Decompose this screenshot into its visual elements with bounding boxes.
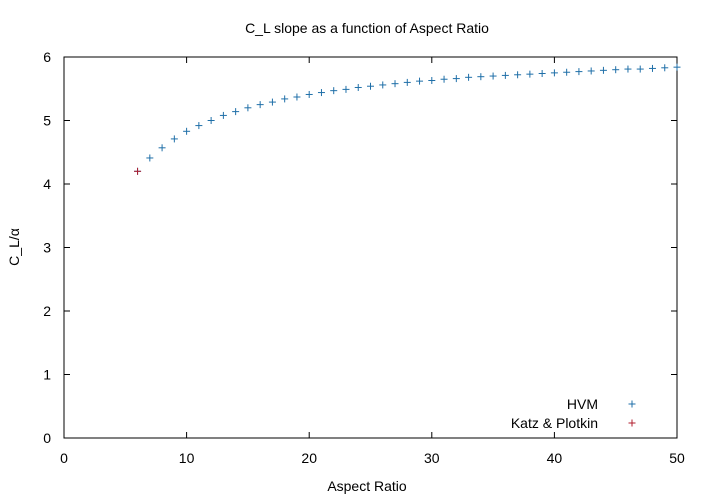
- data-point-hvm: [379, 81, 387, 89]
- data-point-hvm: [330, 87, 338, 95]
- data-point-hvm: [477, 73, 485, 81]
- x-tick-label: 20: [301, 450, 317, 466]
- data-point-hvm: [183, 127, 191, 135]
- data-point-hvm: [207, 117, 215, 124]
- data-points: [134, 63, 681, 175]
- data-point-hvm: [342, 85, 350, 93]
- legend: HVM Katz & Plotkin: [511, 396, 636, 431]
- data-point-hvm: [489, 72, 497, 80]
- data-point-hvm: [281, 95, 289, 103]
- data-point-hvm: [452, 75, 460, 83]
- data-point-hvm: [624, 65, 632, 73]
- data-point-hvm: [317, 89, 325, 97]
- data-point-hvm: [293, 93, 301, 101]
- data-point-hvm: [354, 83, 362, 91]
- plot-frame: [63, 56, 678, 439]
- data-point-hvm: [416, 77, 424, 85]
- data-point-hvm: [428, 76, 436, 84]
- y-tick-label: 1: [43, 367, 51, 383]
- data-point-hvm: [526, 70, 534, 78]
- data-point-hvm: [673, 63, 681, 71]
- data-point-hvm: [599, 66, 607, 74]
- data-point-hvm: [550, 69, 558, 77]
- data-point-katz-plotkin: [134, 167, 142, 175]
- data-point-hvm: [612, 66, 620, 74]
- axis-tick-labels: 0 10 20 30 40 50 0 1 2 3 4 5 6: [43, 49, 685, 466]
- data-point-hvm: [367, 82, 374, 90]
- data-point-hvm: [501, 71, 509, 79]
- data-point-hvm: [648, 64, 656, 72]
- x-tick-label: 50: [669, 450, 685, 466]
- data-point-hvm: [219, 111, 227, 119]
- x-axis-label: Aspect Ratio: [327, 478, 407, 494]
- y-tick-label: 2: [43, 303, 51, 319]
- axis-ticks: [63, 56, 678, 439]
- data-point-hvm: [403, 78, 411, 86]
- data-point-hvm: [170, 135, 178, 143]
- legend-label: Katz & Plotkin: [511, 415, 598, 431]
- y-axis-label: C_L/α: [6, 228, 22, 266]
- data-point-hvm: [305, 90, 313, 98]
- y-tick-label: 0: [43, 430, 51, 446]
- data-point-hvm: [158, 144, 166, 152]
- data-point-hvm: [661, 64, 669, 72]
- y-tick-label: 5: [43, 113, 51, 129]
- data-point-hvm: [268, 98, 276, 106]
- data-point-hvm: [575, 68, 583, 76]
- data-point-hvm: [563, 68, 571, 76]
- data-point-hvm: [256, 101, 264, 109]
- data-point-hvm: [244, 104, 252, 112]
- data-point-hvm: [587, 67, 595, 75]
- x-tick-label: 10: [179, 450, 195, 466]
- data-point-hvm: [195, 122, 203, 130]
- data-point-hvm: [146, 154, 154, 162]
- data-point-hvm: [514, 71, 522, 79]
- x-tick-label: 30: [424, 450, 440, 466]
- chart-title: C_L slope as a function of Aspect Ratio: [245, 20, 489, 36]
- data-point-hvm: [391, 80, 399, 88]
- legend-label: HVM: [567, 396, 598, 412]
- y-tick-label: 6: [43, 49, 51, 65]
- data-point-hvm: [232, 108, 240, 116]
- data-point-hvm: [465, 73, 473, 81]
- y-tick-label: 4: [43, 176, 51, 192]
- legend-marker: [628, 400, 636, 408]
- legend-marker: [628, 419, 636, 427]
- data-point-hvm: [636, 65, 644, 73]
- data-point-hvm: [440, 75, 448, 83]
- x-tick-label: 40: [547, 450, 563, 466]
- x-tick-label: 0: [60, 450, 68, 466]
- data-point-hvm: [538, 70, 546, 78]
- y-tick-label: 3: [43, 240, 51, 256]
